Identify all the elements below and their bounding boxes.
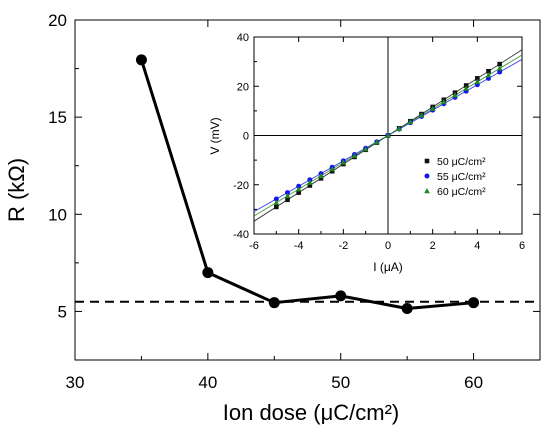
main-series [135, 54, 480, 315]
inset-data-point [362, 146, 369, 152]
inset-data-point [284, 192, 291, 199]
inset-data-point [418, 112, 425, 118]
inset-data-point [329, 168, 335, 174]
inset-data-point [307, 183, 313, 188]
main-data-point [202, 267, 214, 279]
inset-legend-label: 55 μC/cm² [437, 171, 486, 183]
main-data-point [268, 297, 280, 309]
main-x-tick-label: 50 [331, 373, 350, 392]
inset-data-point [424, 158, 430, 164]
main-x-axis-label: Ion dose (μC/cm²) [223, 400, 400, 425]
inset-data-point [424, 188, 430, 194]
inset-data-point [429, 105, 436, 111]
main-y-tick-label: 10 [48, 205, 67, 224]
inset-data-point [496, 65, 503, 71]
main-x-tick-label: 30 [66, 373, 85, 392]
inset-data-point [285, 197, 290, 203]
main-y-tick-label: 20 [48, 11, 67, 30]
inset-data-point [307, 179, 313, 185]
inset-y-tick-label: -20 [233, 180, 249, 192]
main-series-line [139, 59, 474, 311]
inset-data-point [296, 190, 301, 195]
main-data-point [468, 297, 480, 309]
inset-data-point [475, 76, 480, 81]
inset-data-point [318, 172, 324, 179]
inset-data-point [486, 68, 491, 74]
inset-y-tick-label: 0 [243, 131, 249, 143]
main-plot-frame [74, 19, 541, 361]
main-x-tick-label: 40 [198, 373, 217, 392]
inset-y-tick-label: -40 [233, 229, 249, 241]
inset-x-tick-label: 4 [474, 240, 480, 252]
inset-data-point [485, 72, 492, 78]
inset-x-tick-label: 0 [385, 240, 391, 252]
inset-data-point [474, 78, 481, 85]
main-data-point [135, 54, 147, 66]
main-y-tick-label: 15 [48, 108, 67, 127]
main-data-point [401, 303, 413, 315]
inset-y-axis-label: V (mV) [208, 117, 222, 154]
inset-data-point [396, 125, 402, 132]
inset-data-point [273, 196, 279, 202]
inset-x-tick-label: 2 [430, 240, 436, 252]
inset-x-tick-label: -6 [249, 240, 259, 252]
inset-data-point [424, 173, 430, 179]
inset-data-point [318, 176, 324, 181]
inset-data-point [497, 69, 503, 75]
inset-data-point [340, 159, 347, 165]
inset-y-tick-label: 40 [237, 32, 249, 44]
inset-data-point [385, 132, 391, 138]
inset-data-point [329, 165, 335, 172]
inset-data-point [274, 204, 279, 210]
inset-data-point [463, 85, 469, 91]
main-data-point [335, 290, 347, 302]
main-x-tick-label: 60 [464, 373, 483, 392]
main-y-axis-label: R (kΩ) [4, 158, 29, 222]
inset-data-point [273, 199, 280, 205]
inset-legend-label: 60 μC/cm² [437, 186, 486, 198]
inset-data-point [295, 186, 302, 192]
inset-x-tick-label: -4 [294, 240, 304, 252]
inset-data-point [407, 118, 414, 125]
inset-x-tick-label: 6 [519, 240, 525, 252]
inset-x-axis-label: I (μA) [373, 260, 403, 274]
inset-legend: 50 μC/cm² 55 μC/cm² 60 μC/cm² [424, 156, 486, 198]
inset-data-point [374, 139, 380, 145]
inset-data-point [351, 152, 358, 158]
inset-y-tick-label: 20 [237, 81, 249, 93]
inset-series [253, 49, 523, 222]
inset-x-tick-label: -2 [338, 240, 348, 252]
inset-legend-label: 50 μC/cm² [437, 156, 486, 168]
main-y-tick-label: 5 [58, 302, 67, 321]
inset-data-point [441, 99, 447, 105]
inset-data-point [497, 61, 502, 67]
inset-data-point [285, 190, 290, 196]
inset-data-point [452, 92, 458, 98]
